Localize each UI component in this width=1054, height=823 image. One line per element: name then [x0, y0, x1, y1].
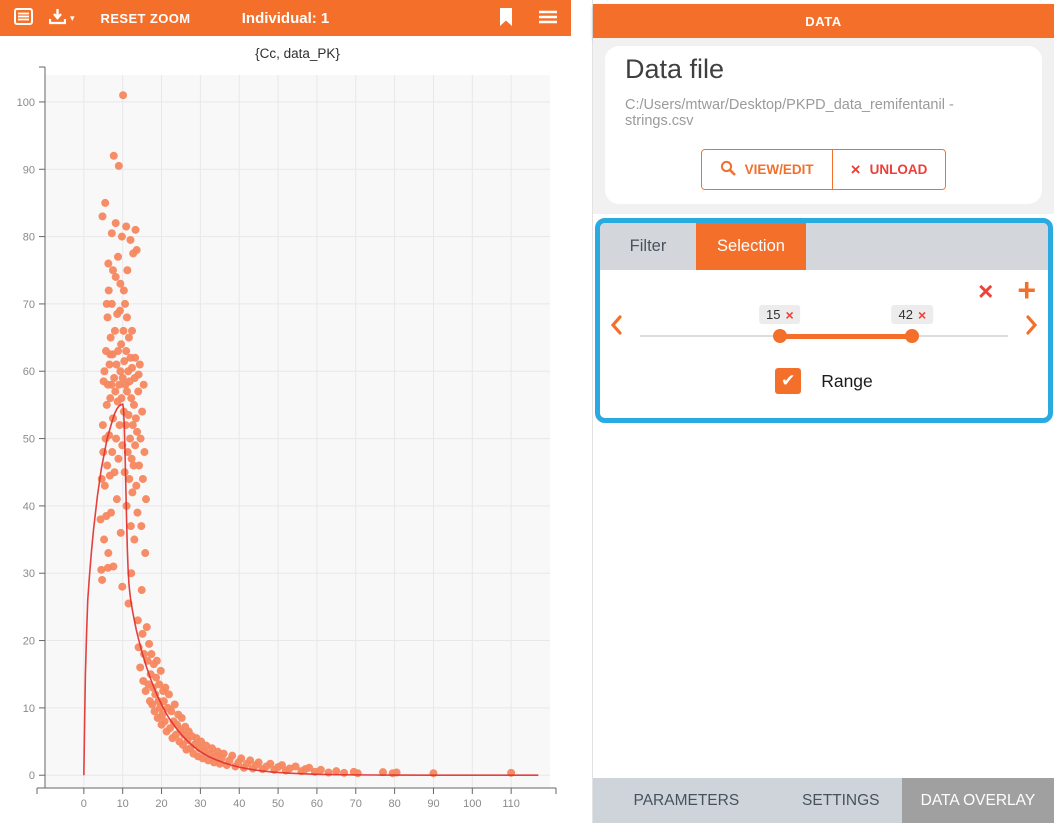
chart-body: {Cc, data_PK} 0 10 20 30 40 50 60 70 80 90 100 0 10 20…: [0, 36, 571, 823]
upper-value-badge: 42 ×: [891, 305, 934, 324]
bookmark-icon: [499, 7, 513, 29]
svg-text:70: 70: [23, 299, 35, 311]
lower-value-badge: 15 ×: [759, 305, 801, 324]
tab-data-overlay[interactable]: DATA OVERLAY: [901, 778, 1054, 823]
unload-button[interactable]: × UNLOAD: [831, 150, 946, 189]
chart-pane: ▾ RESET ZOOM Individual: 1: [0, 0, 571, 823]
individual-label: Individual: 1: [241, 9, 330, 27]
check-icon: ✔: [781, 371, 796, 390]
svg-text:70: 70: [350, 798, 362, 810]
svg-text:50: 50: [272, 798, 284, 810]
data-file-path: C:/Users/mtwar/Desktop/PKPD_data_remifen…: [625, 97, 954, 129]
tab-parameters[interactable]: PARAMETERS: [633, 791, 740, 809]
bottom-tabbar: PARAMETERS SETTINGS DATA OVERLAY: [593, 778, 1054, 823]
chart-title: {Cc, data_PK}: [255, 46, 340, 61]
svg-text:60: 60: [23, 366, 35, 378]
x-axis-labels: 0 10 20 30 40 50 60 70 80 90 100 110: [81, 798, 520, 810]
table-icon: [14, 8, 33, 28]
fit-line: [83, 403, 539, 776]
svg-text:110: 110: [502, 798, 520, 810]
tab-settings[interactable]: SETTINGS: [802, 791, 880, 809]
svg-text:90: 90: [427, 798, 439, 810]
hamburger-icon: [539, 10, 557, 27]
plot-list-button[interactable]: [14, 8, 33, 28]
download-icon: [48, 8, 67, 28]
unload-label: UNLOAD: [869, 162, 928, 177]
slider-handle-lower[interactable]: [772, 329, 787, 343]
reset-zoom-button[interactable]: RESET ZOOM: [100, 10, 191, 26]
svg-text:0: 0: [29, 770, 35, 782]
data-file-section: Data file C:/Users/mtwar/Desktop/PKPD_da…: [593, 38, 1054, 214]
file-actions: VIEW/EDIT × UNLOAD: [700, 149, 947, 190]
svg-text:30: 30: [23, 568, 35, 580]
remove-selection-icon[interactable]: ×: [978, 275, 994, 306]
slider-active-range[interactable]: [779, 334, 913, 339]
svg-text:100: 100: [17, 97, 35, 109]
lower-value: 15: [766, 307, 781, 322]
axes: [36, 66, 557, 794]
range-slider: 15 × 42 ×: [628, 296, 1020, 354]
slider-track[interactable]: 15 × 42 ×: [640, 305, 1008, 343]
svg-text:20: 20: [155, 798, 167, 810]
close-icon: ×: [850, 160, 861, 179]
svg-text:80: 80: [23, 232, 35, 244]
svg-text:80: 80: [388, 798, 400, 810]
svg-text:50: 50: [23, 434, 35, 446]
data-file-title: Data file: [625, 54, 725, 84]
data-panel: DATA Data file C:/Users/mtwar/Desktop/PK…: [593, 0, 1054, 823]
data-file-card: Data file C:/Users/mtwar/Desktop/PKPD_da…: [605, 46, 1042, 204]
menu-button[interactable]: [539, 10, 557, 27]
svg-text:10: 10: [117, 798, 129, 810]
view-edit-label: VIEW/EDIT: [744, 162, 814, 177]
chevron-left-icon[interactable]: [604, 315, 628, 335]
add-selection-icon[interactable]: +: [1017, 272, 1036, 309]
search-icon: [720, 160, 736, 179]
clear-lower-icon[interactable]: ×: [785, 306, 794, 323]
svg-text:100: 100: [463, 798, 481, 810]
panel-empty-area: [593, 423, 1054, 778]
svg-text:90: 90: [23, 164, 35, 176]
svg-text:10: 10: [23, 703, 35, 715]
range-slider-row: 15 × 42 ×: [600, 296, 1048, 354]
chevron-down-icon: ▾: [70, 12, 75, 23]
slider-handle-upper[interactable]: [905, 329, 920, 343]
pane-divider: [571, 0, 593, 823]
filter-selection-tabbar: Filter Selection: [600, 223, 1048, 270]
upper-value: 42: [898, 307, 913, 322]
svg-text:40: 40: [233, 798, 245, 810]
chevron-right-icon[interactable]: [1020, 315, 1044, 335]
scatter-points: [96, 91, 516, 778]
tab-selection[interactable]: Selection: [696, 223, 806, 270]
pk-scatter-chart[interactable]: {Cc, data_PK} 0 10 20 30 40 50 60 70 80 90 100 0 10 20…: [0, 36, 571, 823]
chart-toolbar: ▾ RESET ZOOM Individual: 1: [0, 0, 571, 36]
export-button[interactable]: ▾: [48, 8, 75, 28]
range-checkbox-label: Range: [821, 370, 873, 391]
plot-area[interactable]: [45, 75, 550, 788]
clear-upper-icon[interactable]: ×: [917, 306, 927, 323]
view-edit-button[interactable]: VIEW/EDIT: [701, 150, 832, 189]
data-panel-header: DATA: [593, 4, 1054, 38]
selection-highlight-card: Filter Selection × +: [595, 218, 1053, 423]
svg-text:20: 20: [23, 636, 35, 648]
tab-filter[interactable]: Filter: [629, 237, 667, 255]
bookmark-button[interactable]: [499, 7, 513, 29]
svg-text:0: 0: [81, 798, 87, 810]
svg-text:60: 60: [311, 798, 323, 810]
svg-text:40: 40: [23, 501, 35, 513]
range-checkbox[interactable]: ✔: [775, 368, 802, 394]
svg-text:30: 30: [194, 798, 206, 810]
y-axis-labels: 0 10 20 30 40 50 60 70 80 90 100: [17, 97, 35, 782]
